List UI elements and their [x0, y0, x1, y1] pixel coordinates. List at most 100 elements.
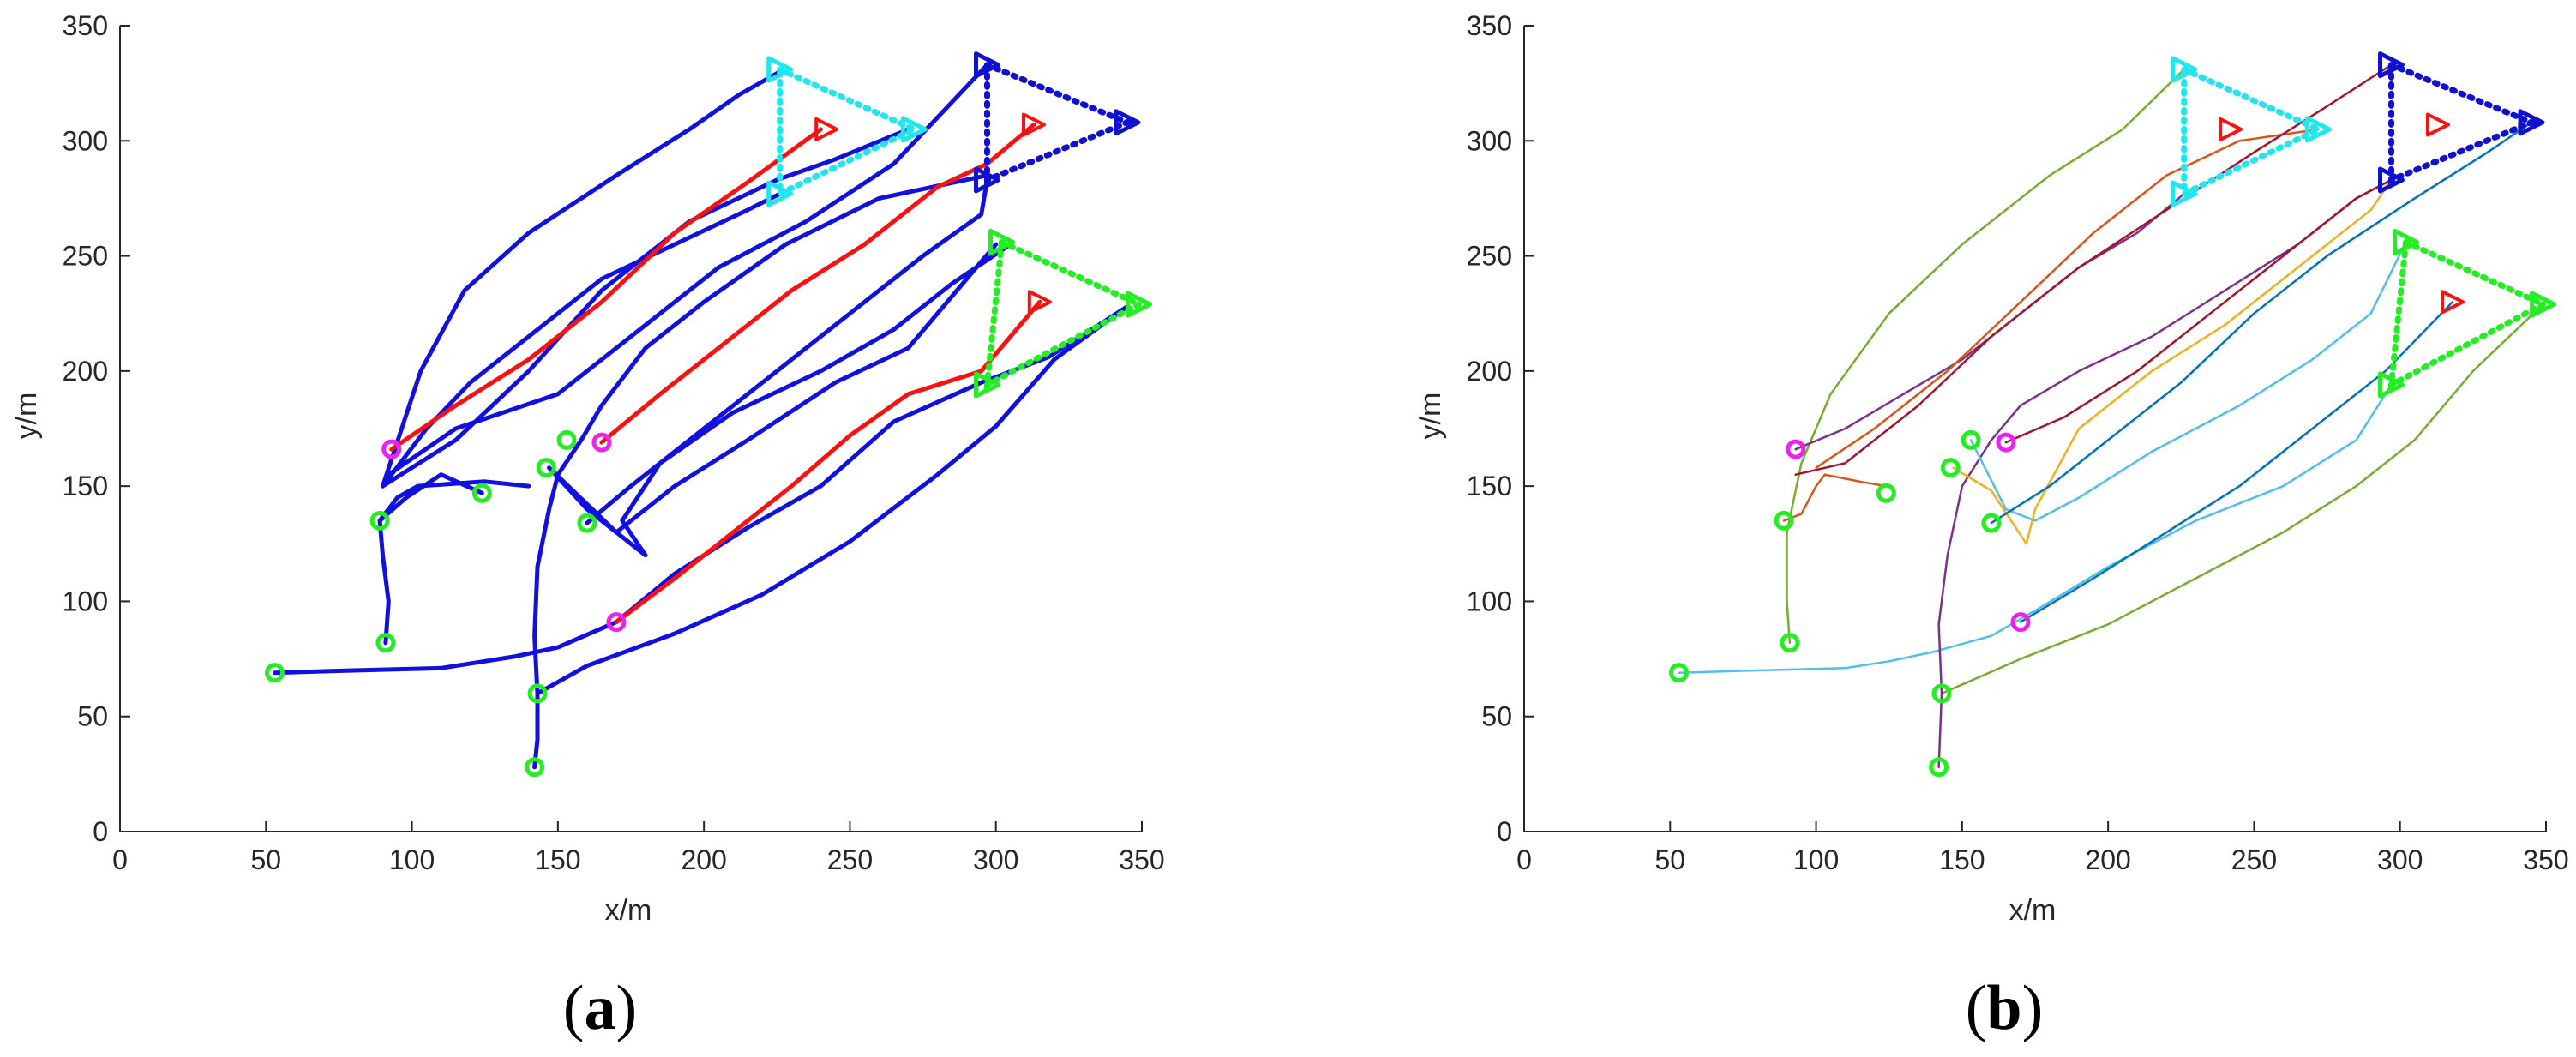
start-marker	[1780, 633, 1800, 653]
x-tick-label: 50	[250, 844, 281, 875]
target-marker	[814, 117, 839, 141]
y-tick-label: 300	[1467, 125, 1512, 156]
y-tick-label: 350	[1467, 10, 1512, 41]
y-tick-label: 200	[63, 356, 108, 387]
x-tick-label: 0	[112, 844, 128, 875]
trajectory-line	[1990, 121, 2533, 525]
start-marker	[577, 513, 597, 533]
formation-triangle	[983, 237, 1146, 391]
waypoint-marker	[1786, 439, 1806, 459]
formation-vertex-marker	[2377, 51, 2405, 79]
trajectory-line	[377, 479, 531, 646]
target-marker	[2219, 117, 2243, 141]
formation-vertex-marker	[2393, 228, 2420, 255]
panel-label-a: (a)	[563, 973, 637, 1043]
start-marker	[375, 633, 396, 653]
trajectory-line	[381, 69, 783, 489]
y-tick-label: 100	[63, 586, 108, 616]
trajectory-line	[1952, 178, 2393, 545]
x-tick-label: 50	[1654, 844, 1685, 875]
trajectory-line	[2019, 301, 2454, 623]
y-tick-label: 50	[77, 701, 108, 732]
trajectory-line	[1940, 303, 2544, 695]
formation-vertex-marker	[988, 228, 1016, 255]
y-tick-label: 250	[1467, 241, 1512, 272]
trajectory-line	[386, 63, 989, 477]
waypoint-marker	[606, 612, 627, 633]
formation-vertex-marker	[2377, 166, 2405, 194]
formation-vertex-marker	[973, 371, 1000, 399]
formation-triangle	[983, 60, 1136, 185]
trajectory-line	[1969, 241, 2407, 522]
start-marker	[556, 429, 577, 450]
x-tick-label: 150	[1939, 844, 1985, 875]
trajectory-line	[1782, 473, 1888, 522]
target-marker	[1027, 290, 1052, 315]
formation-vertex-marker	[1114, 109, 1141, 136]
y-tick-label: 150	[1467, 471, 1512, 501]
x-tick-label: 250	[827, 844, 873, 875]
trajectory-line	[1786, 68, 2185, 645]
y-tick-label: 250	[63, 241, 108, 272]
y-tick-label: 50	[1481, 701, 1512, 732]
target-marker	[1021, 112, 1046, 137]
formation-triangle	[2387, 237, 2550, 391]
x-tick-label: 100	[389, 844, 435, 875]
formation-vertex-marker	[2518, 109, 2545, 136]
trajectory-line	[614, 299, 1042, 625]
y-axis-label: y/m	[1414, 393, 1447, 440]
y-tick-label: 0	[1497, 816, 1512, 847]
formation-vertex-marker	[973, 51, 1000, 79]
formation-vertex-marker	[766, 180, 794, 207]
x-axis-label: x/m	[605, 894, 652, 927]
trajectory-line	[2004, 178, 2393, 444]
panel-label-b: (b)	[1966, 973, 2043, 1043]
y-tick-label: 150	[63, 471, 108, 501]
start-marker	[1981, 513, 2002, 533]
x-tick-label: 0	[1516, 844, 1532, 875]
start-marker	[525, 757, 545, 778]
trajectory-line	[599, 123, 1036, 445]
formation-triangle	[777, 64, 922, 199]
formation-vertex-marker	[2171, 180, 2198, 207]
x-tick-label: 150	[535, 844, 580, 875]
start-marker	[471, 483, 492, 503]
start-marker	[527, 683, 548, 704]
waypoint-marker	[591, 432, 612, 453]
formation-vertex-marker	[2171, 56, 2198, 83]
y-axis-label: y/m	[10, 393, 43, 440]
y-tick-label: 300	[63, 125, 108, 156]
trajectory-line	[389, 127, 823, 452]
trajectory-line	[1794, 192, 2185, 451]
x-tick-label: 100	[1793, 844, 1839, 875]
start-marker	[1774, 510, 1794, 531]
panel-b: x/m y/m (b) 0 50 100 150 200 250 300 350 0 50 100 1…	[1414, 10, 2569, 1043]
y-tick-label: 100	[1467, 586, 1512, 616]
waypoint-marker	[2010, 612, 2031, 633]
y-tick-label: 0	[93, 816, 108, 847]
trajectory-line	[532, 304, 1130, 770]
trajectory-line	[585, 177, 989, 525]
trajectory-line	[381, 127, 910, 489]
x-tick-label: 300	[2377, 844, 2423, 875]
formation-vertex-marker	[766, 56, 794, 83]
waypoint-marker	[381, 439, 402, 459]
waypoint-marker	[1996, 432, 2016, 453]
trajectory-line	[1815, 128, 2320, 469]
formation-vertex-marker	[973, 166, 1000, 194]
x-tick-label: 350	[1119, 844, 1164, 875]
target-marker	[2425, 112, 2450, 137]
start-marker	[1669, 663, 1690, 683]
x-tick-label: 250	[2231, 844, 2277, 875]
start-marker	[369, 510, 390, 531]
start-marker	[1940, 458, 1961, 478]
x-axis-label: x/m	[2009, 894, 2057, 927]
trajectory-line	[547, 242, 999, 535]
x-tick-label: 300	[973, 844, 1018, 875]
x-tick-label: 200	[2085, 844, 2130, 875]
start-marker	[265, 663, 285, 683]
trajectory-line	[1937, 178, 2393, 769]
start-marker	[1961, 429, 1981, 450]
start-marker	[536, 458, 556, 478]
